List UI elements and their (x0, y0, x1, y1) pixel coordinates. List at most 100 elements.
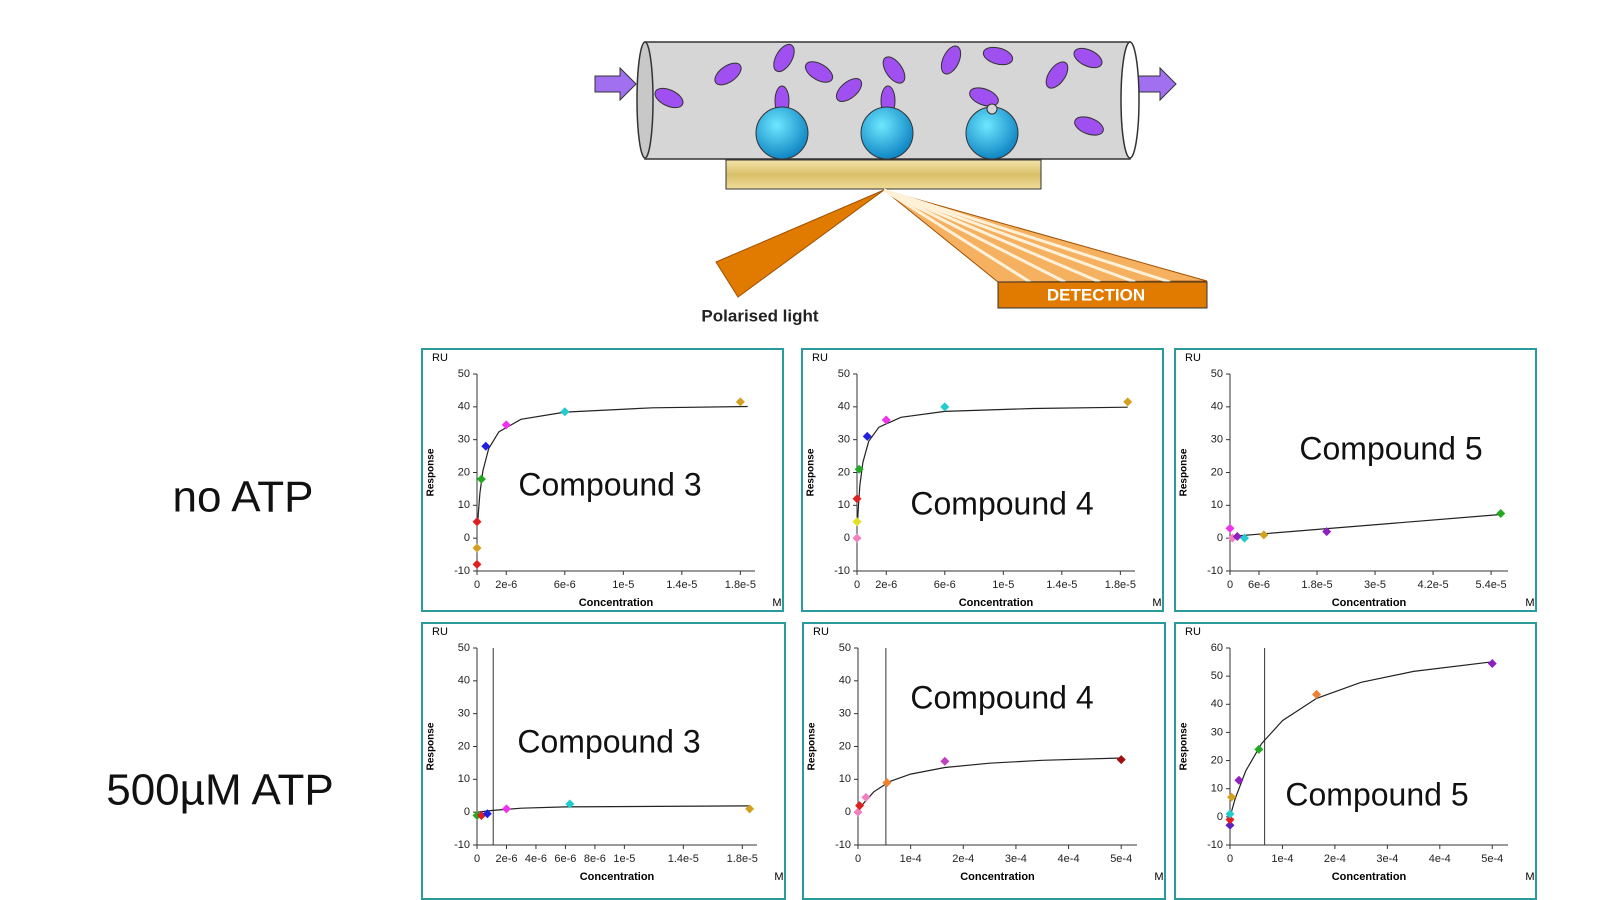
y-tick-label: 20 (838, 466, 850, 478)
sensor-chip (726, 160, 1041, 189)
x-tick-label: 1e-4 (1271, 853, 1293, 865)
x-tick-label: 2e-6 (875, 579, 897, 591)
y-tick-label: 0 (1217, 532, 1223, 544)
x-tick-label: 4e-6 (525, 853, 547, 865)
x-tick-label: 4e-4 (1429, 853, 1451, 865)
compound-label: Compound 4 (910, 485, 1093, 521)
x-tick-label: 3e-4 (1376, 853, 1398, 865)
y-tick-label: 30 (458, 434, 470, 446)
x-unit: M (1525, 597, 1534, 609)
y-tick-label: -10 (1207, 565, 1223, 577)
y-unit: RU (812, 352, 828, 364)
x-tick-label: 1e-5 (612, 579, 634, 591)
x-axis-title: Concentration (579, 597, 654, 609)
x-tick-label: 0 (854, 579, 860, 591)
y-tick-label: 50 (458, 368, 470, 380)
chart-frame (1175, 349, 1536, 611)
y-axis-title: Response (426, 448, 437, 496)
y-axis-title: Response (426, 722, 437, 770)
x-axis-title: Concentration (580, 871, 655, 883)
x-tick-label: 6e-6 (1248, 579, 1270, 591)
compound-label: Compound 5 (1299, 430, 1482, 466)
chart: -100102030405002e-66e-61e-51.4e-51.8e-5R… (802, 349, 1163, 611)
x-tick-label: 8e-6 (584, 853, 606, 865)
y-axis-title: Response (807, 722, 818, 770)
x-unit: M (1152, 597, 1161, 609)
x-tick-label: 1.4e-5 (668, 853, 699, 865)
y-tick-label: 60 (1211, 642, 1223, 654)
x-tick-label: 1e-4 (900, 853, 922, 865)
y-tick-label: 40 (838, 401, 850, 413)
y-tick-label: 0 (1217, 811, 1223, 823)
detector-label: DETECTION (1047, 285, 1145, 304)
y-tick-label: 0 (464, 532, 470, 544)
flow-arrow (595, 68, 636, 100)
y-tick-label: 20 (458, 466, 470, 478)
slide: DETECTION Polarised light no ATP 500µM A… (0, 0, 1615, 900)
y-axis-title: Response (806, 448, 817, 496)
x-tick-label: 6e-6 (554, 853, 576, 865)
x-tick-label: 0 (474, 853, 480, 865)
x-unit: M (772, 597, 781, 609)
y-axis-title: Response (1179, 722, 1190, 770)
x-tick-label: 1.4e-5 (1046, 579, 1077, 591)
instrument-diagram: DETECTION Polarised light (595, 41, 1207, 325)
y-tick-label: -10 (454, 839, 470, 851)
x-unit: M (1154, 871, 1163, 883)
x-tick-label: 6e-6 (934, 579, 956, 591)
x-axis-title: Concentration (1332, 597, 1407, 609)
y-tick-label: 20 (1211, 754, 1223, 766)
x-unit: M (1525, 871, 1534, 883)
y-tick-label: 10 (838, 499, 850, 511)
y-tick-label: 50 (1211, 670, 1223, 682)
chart: -10010203040506001e-42e-43e-44e-45e-4RUR… (1175, 623, 1536, 899)
y-tick-label: 50 (458, 642, 470, 654)
x-tick-label: 5.4e-5 (1475, 579, 1506, 591)
chart: -100102030405002e-66e-61e-51.4e-51.8e-5R… (422, 349, 783, 611)
x-tick-label: 4e-4 (1058, 853, 1080, 865)
y-tick-label: 0 (464, 806, 470, 818)
y-unit: RU (432, 352, 448, 364)
y-tick-label: 30 (839, 708, 851, 720)
x-tick-label: 4.2e-5 (1417, 579, 1448, 591)
x-tick-label: 1.8e-5 (725, 579, 756, 591)
x-tick-label: 1e-5 (613, 853, 635, 865)
y-tick-label: 40 (458, 675, 470, 687)
reflected-beam (884, 190, 1207, 282)
y-tick-label: 30 (1211, 434, 1223, 446)
x-tick-label: 3e-4 (1005, 853, 1027, 865)
x-axis-title: Concentration (960, 871, 1035, 883)
y-tick-label: 30 (1211, 726, 1223, 738)
y-tick-label: 30 (458, 708, 470, 720)
x-tick-label: 2e-6 (495, 853, 517, 865)
compound-label: Compound 4 (910, 679, 1093, 715)
y-tick-label: 40 (1211, 401, 1223, 413)
y-tick-label: -10 (834, 565, 850, 577)
y-tick-label: 50 (838, 368, 850, 380)
y-tick-label: 50 (1211, 368, 1223, 380)
y-tick-label: -10 (454, 565, 470, 577)
y-tick-label: 10 (458, 499, 470, 511)
y-tick-label: 20 (839, 740, 851, 752)
y-tick-label: 40 (839, 675, 851, 687)
y-tick-label: 0 (845, 806, 851, 818)
y-tick-label: 20 (1211, 466, 1223, 478)
y-tick-label: 40 (1211, 698, 1223, 710)
y-tick-label: 10 (839, 773, 851, 785)
y-unit: RU (1185, 626, 1201, 638)
x-tick-label: 1.8e-5 (1301, 579, 1332, 591)
x-tick-label: 2e-4 (1324, 853, 1346, 865)
x-tick-label: 1.8e-5 (1105, 579, 1136, 591)
y-tick-label: 40 (458, 401, 470, 413)
x-axis-title: Concentration (1332, 871, 1407, 883)
compound-label: Compound 3 (518, 466, 701, 502)
x-tick-label: 1.8e-5 (727, 853, 758, 865)
x-axis-title: Concentration (959, 597, 1034, 609)
x-tick-label: 1.4e-5 (666, 579, 697, 591)
x-tick-label: 1e-5 (992, 579, 1014, 591)
y-tick-label: 0 (844, 532, 850, 544)
x-tick-label: 2e-4 (952, 853, 974, 865)
compound-label: Compound 3 (517, 723, 700, 759)
y-tick-label: -10 (1207, 839, 1223, 851)
